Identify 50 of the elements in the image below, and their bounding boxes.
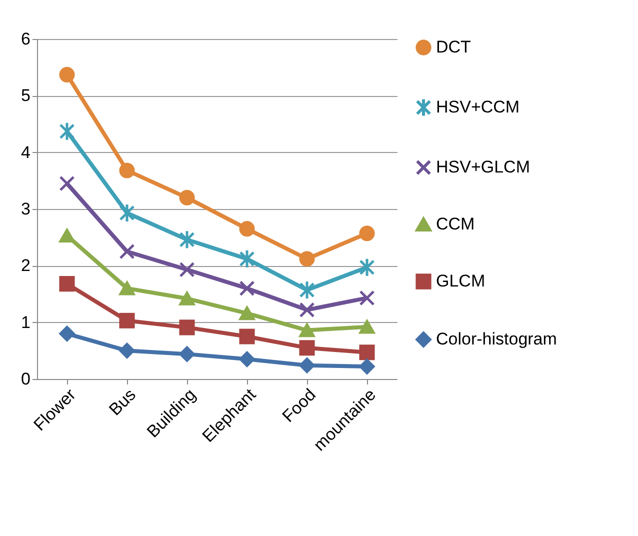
legend-label: GLCM — [436, 272, 486, 290]
point — [239, 351, 255, 367]
point — [179, 292, 195, 306]
y-tick-label: 6 — [21, 30, 30, 48]
point — [119, 203, 135, 223]
point — [299, 340, 315, 356]
point — [179, 230, 195, 250]
legend-label: HSV+GLCM — [436, 158, 530, 176]
point — [359, 344, 375, 360]
y-tick-label: 1 — [21, 312, 30, 332]
point — [359, 358, 375, 374]
point — [119, 162, 135, 178]
point — [299, 323, 315, 338]
legend-label: DCT — [436, 38, 471, 56]
point — [359, 226, 375, 242]
point — [239, 221, 255, 237]
point — [299, 280, 315, 300]
point — [299, 251, 315, 267]
point — [59, 122, 75, 142]
y-tick-label: 4 — [21, 142, 30, 162]
y-tick-label: 5 — [21, 86, 30, 106]
point — [359, 290, 375, 306]
point — [299, 302, 315, 318]
point — [239, 328, 255, 344]
point — [299, 358, 315, 374]
point — [59, 228, 75, 243]
point — [239, 249, 255, 269]
point — [359, 320, 375, 334]
point — [119, 281, 135, 296]
point — [179, 262, 195, 278]
point — [239, 306, 255, 320]
x-tick-label: Bus — [105, 385, 140, 420]
y-tick-label: 3 — [21, 200, 30, 218]
point — [59, 276, 75, 292]
point — [179, 190, 195, 206]
point — [119, 312, 135, 328]
point — [119, 342, 135, 358]
point — [59, 176, 75, 192]
legend-label: HSV+CCM — [436, 98, 520, 116]
point — [359, 258, 375, 278]
y-tick-label: 2 — [21, 256, 30, 276]
legend-label: Color-histogram — [436, 330, 557, 348]
point — [179, 320, 195, 336]
y-tick-label: 0 — [21, 370, 30, 388]
point — [239, 280, 255, 296]
point — [119, 244, 135, 260]
point — [59, 326, 75, 342]
legend-label: CCM — [436, 214, 475, 234]
point — [179, 346, 195, 362]
point — [59, 66, 75, 82]
